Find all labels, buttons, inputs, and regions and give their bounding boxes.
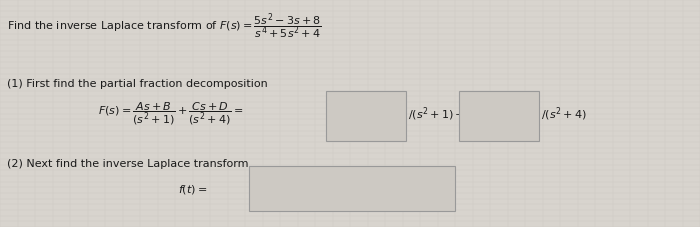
Text: $F(s) = \dfrac{As + B}{(s^2 + 1)} + \dfrac{Cs + D}{(s^2 + 4)} =$: $F(s) = \dfrac{As + B}{(s^2 + 1)} + \dfr… — [98, 100, 243, 127]
Text: (2) Next find the inverse Laplace transform: (2) Next find the inverse Laplace transf… — [7, 159, 248, 169]
Text: $f(t) = $: $f(t) = $ — [178, 183, 208, 196]
Text: Find the inverse Laplace transform of $F(s) = \dfrac{5s^2 - 3s + 8}{s^4 + 5s^2 +: Find the inverse Laplace transform of $F… — [7, 11, 322, 41]
FancyBboxPatch shape — [248, 166, 455, 211]
Text: $/(s^2 + 1)+$: $/(s^2 + 1)+$ — [408, 106, 465, 123]
FancyBboxPatch shape — [458, 91, 539, 141]
Text: $/(s^2 + 4)$: $/(s^2 + 4)$ — [541, 106, 587, 123]
Text: (1) First find the partial fraction decomposition: (1) First find the partial fraction deco… — [7, 79, 267, 89]
FancyBboxPatch shape — [326, 91, 406, 141]
